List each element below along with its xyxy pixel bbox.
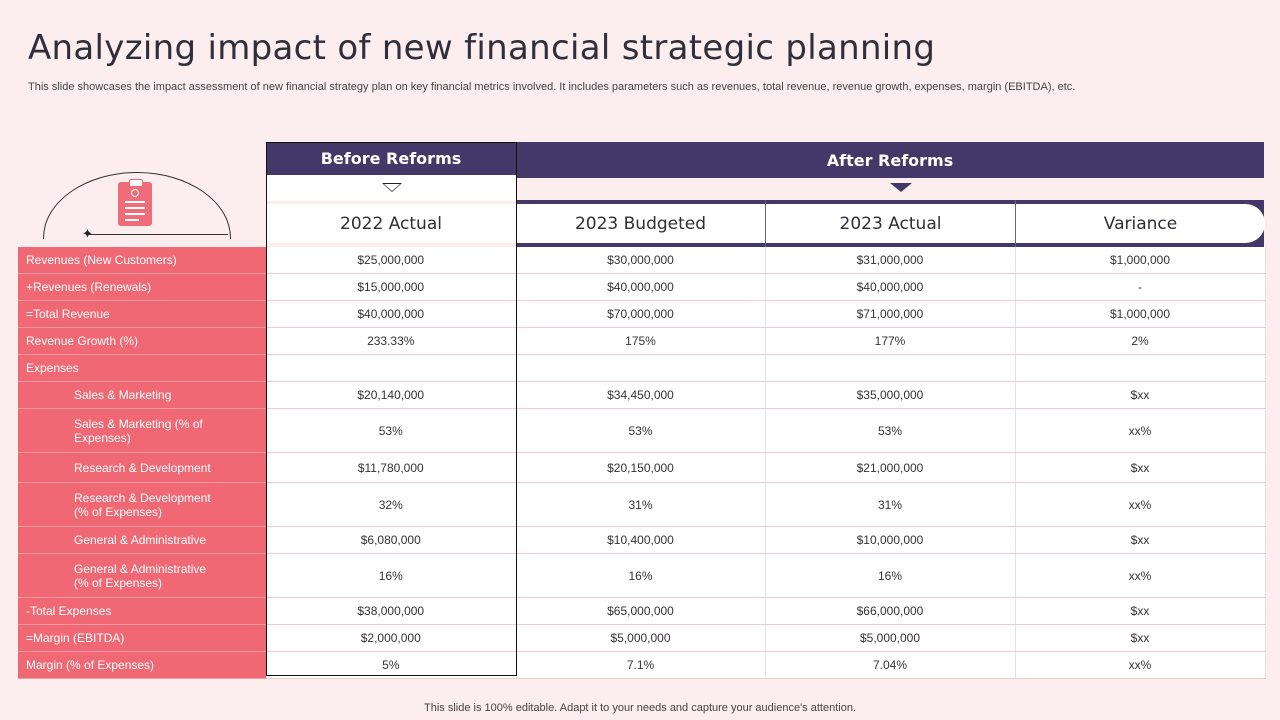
table-cell: $31,000,000 <box>765 247 1016 274</box>
table-cell: $xx <box>1015 452 1266 483</box>
clipboard-icon <box>118 179 152 226</box>
table-cell: $xx <box>1015 624 1266 652</box>
table-cell: $15,000,000 <box>266 273 517 301</box>
table-cell: 53% <box>765 408 1016 453</box>
row-label: General & Administrative <box>18 526 266 554</box>
table-cell: $xx <box>1015 526 1266 554</box>
table-cell: $21,000,000 <box>765 452 1016 483</box>
table-cell <box>266 354 517 382</box>
table-cell: $65,000,000 <box>516 597 766 625</box>
table-cell: $20,150,000 <box>516 452 766 483</box>
table-cell: $70,000,000 <box>516 300 766 328</box>
table-row: Research & Development (% of Expenses) 32… <box>18 482 1266 527</box>
table-cell: $5,000,000 <box>765 624 1016 652</box>
table-row: -Total Expenses $38,000,000 $65,000,000 $66… <box>18 597 1266 625</box>
table-cell: $30,000,000 <box>516 247 766 274</box>
table-cell: $34,450,000 <box>516 381 766 409</box>
table-cell: $66,000,000 <box>765 597 1016 625</box>
row-label: =Total Revenue <box>18 300 266 328</box>
row-label: -Total Expenses <box>18 597 266 625</box>
table-row: =Margin (EBITDA) $2,000,000 $5,000,000 $5,0… <box>18 624 1266 652</box>
row-label: Margin (% of Expenses) <box>18 651 266 679</box>
table-cell: $40,000,000 <box>266 300 517 328</box>
table-cell <box>1015 354 1266 382</box>
column-header-2023-actual: 2023 Actual <box>839 213 942 234</box>
row-label: General & Administrative (% of Expenses) <box>18 553 266 598</box>
column-header-2023-budgeted: 2023 Budgeted <box>574 213 707 234</box>
row-label: Revenue Growth (%) <box>18 327 266 355</box>
table-cell: 53% <box>266 408 517 453</box>
row-label: Research & Development <box>18 452 266 483</box>
sparkle-icon: ✦ <box>82 226 93 241</box>
table-cell: 16% <box>266 553 517 598</box>
table-cell: $xx <box>1015 381 1266 409</box>
financial-table: Revenues (New Customers) $25,000,000 $30,0… <box>18 247 1266 679</box>
table-row: General & Administrative (% of Expenses)… <box>18 553 1266 598</box>
table-cell: 16% <box>516 553 766 598</box>
table-cell: 177% <box>765 327 1016 355</box>
row-label: Expenses <box>18 354 266 382</box>
footer-note: This slide is 100% editable. Adapt it to… <box>424 702 856 714</box>
column-header-2022-actual: 2022 Actual <box>340 213 442 234</box>
table-cell: 31% <box>516 482 766 527</box>
table-cell: 2% <box>1015 327 1266 355</box>
table-cell: 7.04% <box>765 651 1016 679</box>
table-cell: xx% <box>1015 408 1266 453</box>
table-row: Sales & Marketing (% of Expenses) 53% 53% 5… <box>18 408 1266 453</box>
table-cell: $11,780,000 <box>266 452 517 483</box>
table-row: Revenues (New Customers) $25,000,000 $30,0… <box>18 247 1266 274</box>
table-cell: $20,140,000 <box>266 381 517 409</box>
table-cell <box>765 354 1016 382</box>
table-row: Sales & Marketing $20,140,000 $34,450,000 $… <box>18 381 1266 409</box>
table-cell: $10,000,000 <box>765 526 1016 554</box>
table-row: =Total Revenue $40,000,000 $70,000,000 $71,… <box>18 300 1266 328</box>
column-header-variance: Variance <box>1103 213 1178 234</box>
table-cell: $10,400,000 <box>516 526 766 554</box>
row-label: Research & Development (% of Expenses) <box>18 482 266 527</box>
table-cell: 5% <box>266 651 517 679</box>
table-row: Revenue Growth (%) 233.33% 175% 177% 2% <box>18 327 1266 355</box>
row-label: =Margin (EBITDA) <box>18 624 266 652</box>
table-cell: $25,000,000 <box>266 247 517 274</box>
table-cell: xx% <box>1015 553 1266 598</box>
table-row: Expenses <box>18 354 1266 382</box>
table-cell: $xx <box>1015 597 1266 625</box>
table-row: Research & Development $11,780,000 $20,150… <box>18 452 1266 483</box>
table-cell: $40,000,000 <box>765 273 1016 301</box>
table-cell: $38,000,000 <box>266 597 517 625</box>
table-cell <box>516 354 766 382</box>
row-label: Sales & Marketing (% of Expenses) <box>18 408 266 453</box>
decorative-baseline <box>88 234 228 235</box>
table-cell: $5,000,000 <box>516 624 766 652</box>
table-cell: $1,000,000 <box>1015 300 1266 328</box>
down-triangle-icon <box>890 183 912 192</box>
table-cell: 32% <box>266 482 517 527</box>
row-label: +Revenues (Renewals) <box>18 273 266 301</box>
table-cell: - <box>1015 273 1266 301</box>
table-cell: 16% <box>765 553 1016 598</box>
row-label: Sales & Marketing <box>18 381 266 409</box>
after-reforms-header: After Reforms <box>516 142 1264 178</box>
page-title: Analyzing impact of new financial strate… <box>28 28 936 68</box>
table-cell: 7.1% <box>516 651 766 679</box>
table-cell: xx% <box>1015 651 1266 679</box>
table-row: +Revenues (Renewals) $15,000,000 $40,000,0… <box>18 273 1266 301</box>
table-cell: $40,000,000 <box>516 273 766 301</box>
table-cell: 175% <box>516 327 766 355</box>
table-cell: xx% <box>1015 482 1266 527</box>
table-cell: $71,000,000 <box>765 300 1016 328</box>
table-cell: $1,000,000 <box>1015 247 1266 274</box>
before-reforms-header: Before Reforms <box>266 142 516 175</box>
table-cell: 233.33% <box>266 327 517 355</box>
table-row: Margin (% of Expenses) 5% 7.1% 7.04% xx% <box>18 651 1266 679</box>
table-cell: $35,000,000 <box>765 381 1016 409</box>
page-subtitle: This slide showcases the impact assessme… <box>28 81 1076 93</box>
table-row: General & Administrative $6,080,000 $10,40… <box>18 526 1266 554</box>
table-cell: $6,080,000 <box>266 526 517 554</box>
table-cell: 31% <box>765 482 1016 527</box>
row-label: Revenues (New Customers) <box>18 247 266 274</box>
table-cell: $2,000,000 <box>266 624 517 652</box>
table-cell: 53% <box>516 408 766 453</box>
